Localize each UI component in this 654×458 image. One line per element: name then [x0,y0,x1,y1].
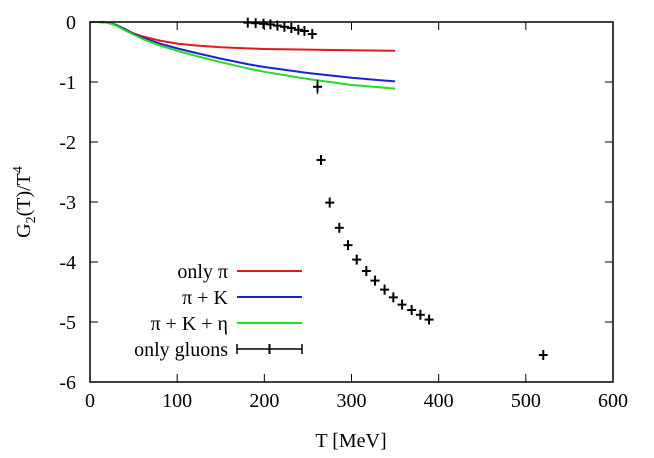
data-point [334,222,344,233]
y-tick-label: 0 [66,12,76,34]
data-point [293,24,303,35]
data-point [370,275,380,286]
x-tick-label: 400 [424,390,454,412]
data-point [307,29,317,39]
data-point [407,305,417,315]
x-tick-label: 0 [85,390,95,412]
y-axis-title-sup: 4 [11,166,26,173]
y-tick-label: -3 [59,192,76,214]
x-tick-label: 300 [337,390,367,412]
y-tick-label: -6 [59,372,76,394]
series-only-gluons [243,17,548,360]
y-tick-label: -5 [59,312,76,334]
data-point [299,26,309,36]
y-tick-label: -4 [59,252,76,274]
y-tick-label: -2 [59,132,76,154]
data-point [316,155,326,165]
legend: only π π + K π + K + η only gluons [134,261,303,361]
data-point [361,266,371,276]
legend-label: only π [177,261,228,283]
legend-label: π + K [182,287,228,309]
y-axis-title: G2(T)/T4 [11,166,39,238]
data-point [380,284,390,295]
y-axis-title-mid: (T)/T [13,173,35,216]
data-point [415,309,425,320]
data-point [397,299,407,310]
series-layer [90,17,548,360]
ticks-layer: 0 100 200 300 400 500 600 0 -1 -2 -3 -4 -5 -6 [59,12,628,412]
x-tick-label: 500 [511,390,541,412]
data-point [251,18,261,29]
data-point [343,240,353,251]
series-line [90,21,396,83]
x-tick-label: 600 [598,390,628,412]
y-axis-title-sub: 2 [24,216,39,223]
x-axis-title: T [MeV] [315,430,386,452]
y-tick-label: -1 [59,72,76,94]
data-point [313,79,323,94]
x-tick-label: 200 [249,390,279,412]
data-point [286,23,296,33]
y-axis-title-base: G [13,223,35,237]
data-point [388,292,398,303]
data-point [265,19,275,30]
series-line [90,21,396,90]
data-point [538,350,548,360]
legend-label: only gluons [134,339,228,361]
legend-label: π + K + η [150,313,228,335]
data-point [325,197,335,208]
data-point [352,254,362,265]
data-point [424,314,434,325]
x-tick-label: 100 [162,390,192,412]
data-point [279,21,289,32]
